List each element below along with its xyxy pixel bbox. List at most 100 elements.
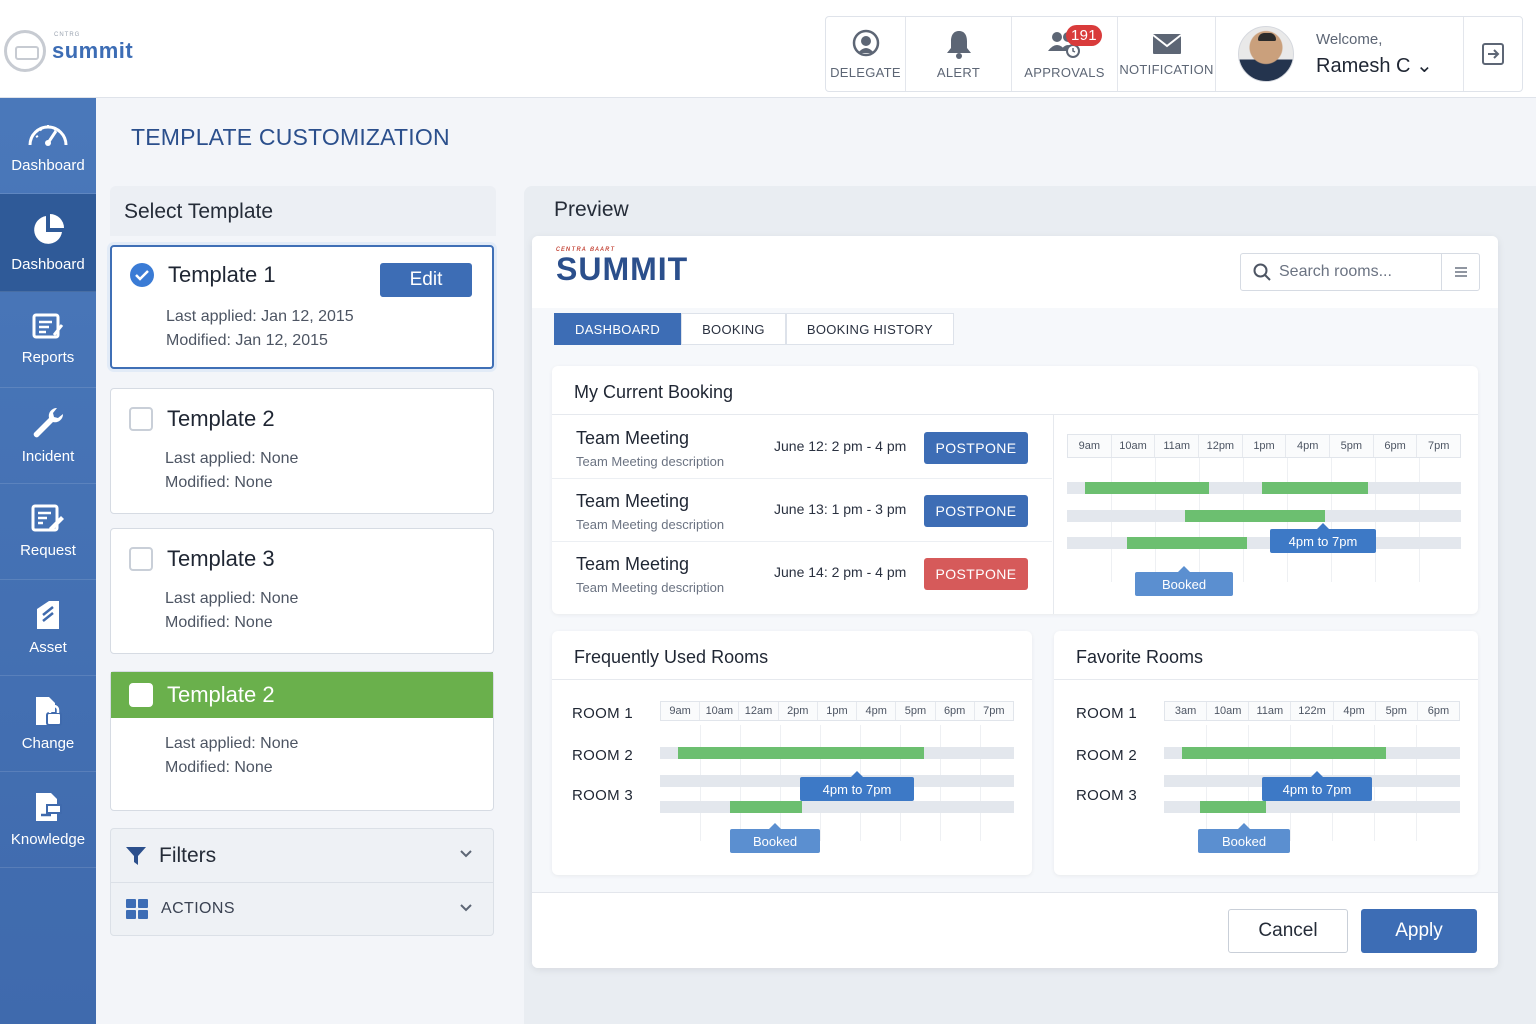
cancel-button[interactable]: Cancel [1228,909,1348,953]
template-card-4[interactable]: Template 2 Last applied: None Modified: … [110,671,494,811]
timeline-tick: 4pm [857,702,897,720]
template-card-1[interactable]: Template 1 Edit Last applied: Jan 12, 20… [110,245,494,369]
logo-mark-icon [4,30,46,72]
sidebar-item-change[interactable]: Change [0,676,96,772]
timeline-tick: 10am [1112,435,1156,457]
timeline-tick: 12pm [1199,435,1243,457]
sidebar-item-dashboard[interactable]: Dashboard [0,98,96,194]
timeline-tick: 11am [1155,435,1200,457]
app-logo[interactable]: CNTRG summit [4,30,133,72]
search-menu-button[interactable] [1441,254,1479,290]
template-modified: Modified: None [165,474,273,491]
sidebar-item-incident[interactable]: Incident [0,388,96,484]
search-icon [1253,263,1271,281]
timeline-tick: 10am [700,702,740,720]
template-modified: Modified: None [165,614,273,631]
sidebar-item-label: Incident [21,448,75,465]
favorite-rooms-timeline: 3am 10am 11am 122m 4pm 5pm 6pm [1164,701,1460,859]
chevron-down-icon [460,904,472,912]
room-label[interactable]: ROOM 1 [1076,705,1137,722]
sidebar-item-label: Request [20,542,76,559]
template-card-3[interactable]: Template 3 Last applied: None Modified: … [110,528,494,654]
timeline-ticks: 9am 10am 11am 12pm 1pm 4pm 5pm 6pm 7pm [1067,434,1461,458]
sidebar-item-asset[interactable]: Asset [0,580,96,676]
booking-row: Team Meeting Team Meeting description Ju… [552,416,1052,479]
frequent-rooms-card: Frequently Used Rooms ROOM 1 ROOM 2 ROOM… [552,631,1032,875]
search-input[interactable] [1279,263,1429,281]
room-label[interactable]: ROOM 2 [572,747,633,764]
sidebar-item-reports[interactable]: Reports [0,292,96,388]
booking-title: Team Meeting [576,491,690,511]
tab-booking[interactable]: BOOKING [681,313,786,345]
actions-toggle[interactable]: ACTIONS [111,882,493,935]
welcome-text: Welcome, [1316,30,1383,48]
sidebar-item-label: Dashboard [11,157,85,174]
booked-tooltip: Booked [1135,566,1233,596]
booking-description: Team Meeting description [576,517,725,532]
booking-date: June 12: 2 pm - 4 pm [774,438,907,454]
booked-bar[interactable] [1185,510,1325,522]
logo-small-text: CNTRG [54,32,81,38]
sidebar-item-label: Knowledge [10,831,86,848]
template-checkbox-checked[interactable] [130,263,154,287]
approvals-button[interactable]: 191 APPROVALS [1012,17,1118,91]
notification-button[interactable]: NOTIFICATION [1118,17,1216,91]
alert-button[interactable]: ALERT [906,17,1012,91]
room-label[interactable]: ROOM 3 [1076,787,1137,804]
template-checkbox[interactable] [129,683,153,707]
select-template-header: Select Template [110,186,496,236]
actions-label: ACTIONS [161,900,235,917]
template-card-2[interactable]: Template 2 Last applied: None Modified: … [110,388,494,514]
grid-icon [126,899,148,919]
timeline-tick: 9am [1068,435,1112,457]
booked-bar[interactable] [1262,482,1368,494]
check-icon [135,270,149,281]
booked-bar[interactable] [1200,801,1266,813]
logout-button[interactable] [1464,17,1522,91]
user-menu[interactable]: Welcome, Ramesh C ⌄ [1216,17,1464,91]
postpone-button[interactable]: POSTPONE [924,432,1028,464]
booking-timeline: 9am 10am 11am 12pm 1pm 4pm 5pm 6pm 7pm [1067,434,1461,596]
postpone-button-danger[interactable]: POSTPONE [924,558,1028,590]
filters-toggle[interactable]: Filters [111,829,493,882]
funnel-icon [126,846,146,865]
booked-tooltip: Booked [730,823,820,853]
booked-bar[interactable] [730,801,802,813]
timeline-tick: 2pm [779,702,818,720]
frequent-rooms-timeline: 9am 10am 12am 2pm 1pm 4pm 5pm 6pm 7pm [660,701,1014,859]
timeline-tick: 3am [1165,702,1208,720]
room-label[interactable]: ROOM 2 [1076,747,1137,764]
logout-icon [1481,43,1504,65]
room-label[interactable]: ROOM 3 [572,787,633,804]
alert-label: ALERT [936,64,981,80]
booked-bar[interactable] [1182,747,1386,759]
template-checkbox[interactable] [129,407,153,431]
sidebar-item-label: Asset [29,639,67,656]
timeline-ticks: 3am 10am 11am 122m 4pm 5pm 6pm [1164,701,1460,721]
sidebar-item-request[interactable]: Request [0,484,96,580]
knowledge-icon [36,793,62,821]
timeline-tick: 4pm [1334,702,1376,720]
timeline-tick: 1pm [818,702,858,720]
room-label[interactable]: ROOM 1 [572,705,633,722]
edit-button[interactable]: Edit [380,263,472,297]
booked-bar[interactable] [1085,482,1209,494]
select-template-title: Select Template [124,200,274,223]
hamburger-icon [1454,267,1467,277]
timeline-ticks: 9am 10am 12am 2pm 1pm 4pm 5pm 6pm 7pm [660,701,1014,721]
booked-bar[interactable] [1127,537,1247,549]
preview-tabs: DASHBOARD BOOKING BOOKING HISTORY [554,313,954,345]
template-checkbox[interactable] [129,547,153,571]
booked-bar[interactable] [678,747,924,759]
postpone-button[interactable]: POSTPONE [924,495,1028,527]
apply-button[interactable]: Apply [1361,909,1477,953]
template-modified: Modified: Jan 12, 2015 [166,332,328,349]
filters-label: Filters [159,843,217,867]
time-range-tooltip: 4pm to 7pm [800,771,914,801]
tab-dashboard[interactable]: DASHBOARD [554,313,682,345]
sidebar-item-knowledge[interactable]: Knowledge [0,772,96,868]
tab-booking-history[interactable]: BOOKING HISTORY [785,313,954,345]
delegate-button[interactable]: DELEGATE [826,17,906,91]
sidebar-item-dashboard-active[interactable]: Dashboard [0,194,96,292]
template-last-applied: Last applied: None [165,735,299,752]
